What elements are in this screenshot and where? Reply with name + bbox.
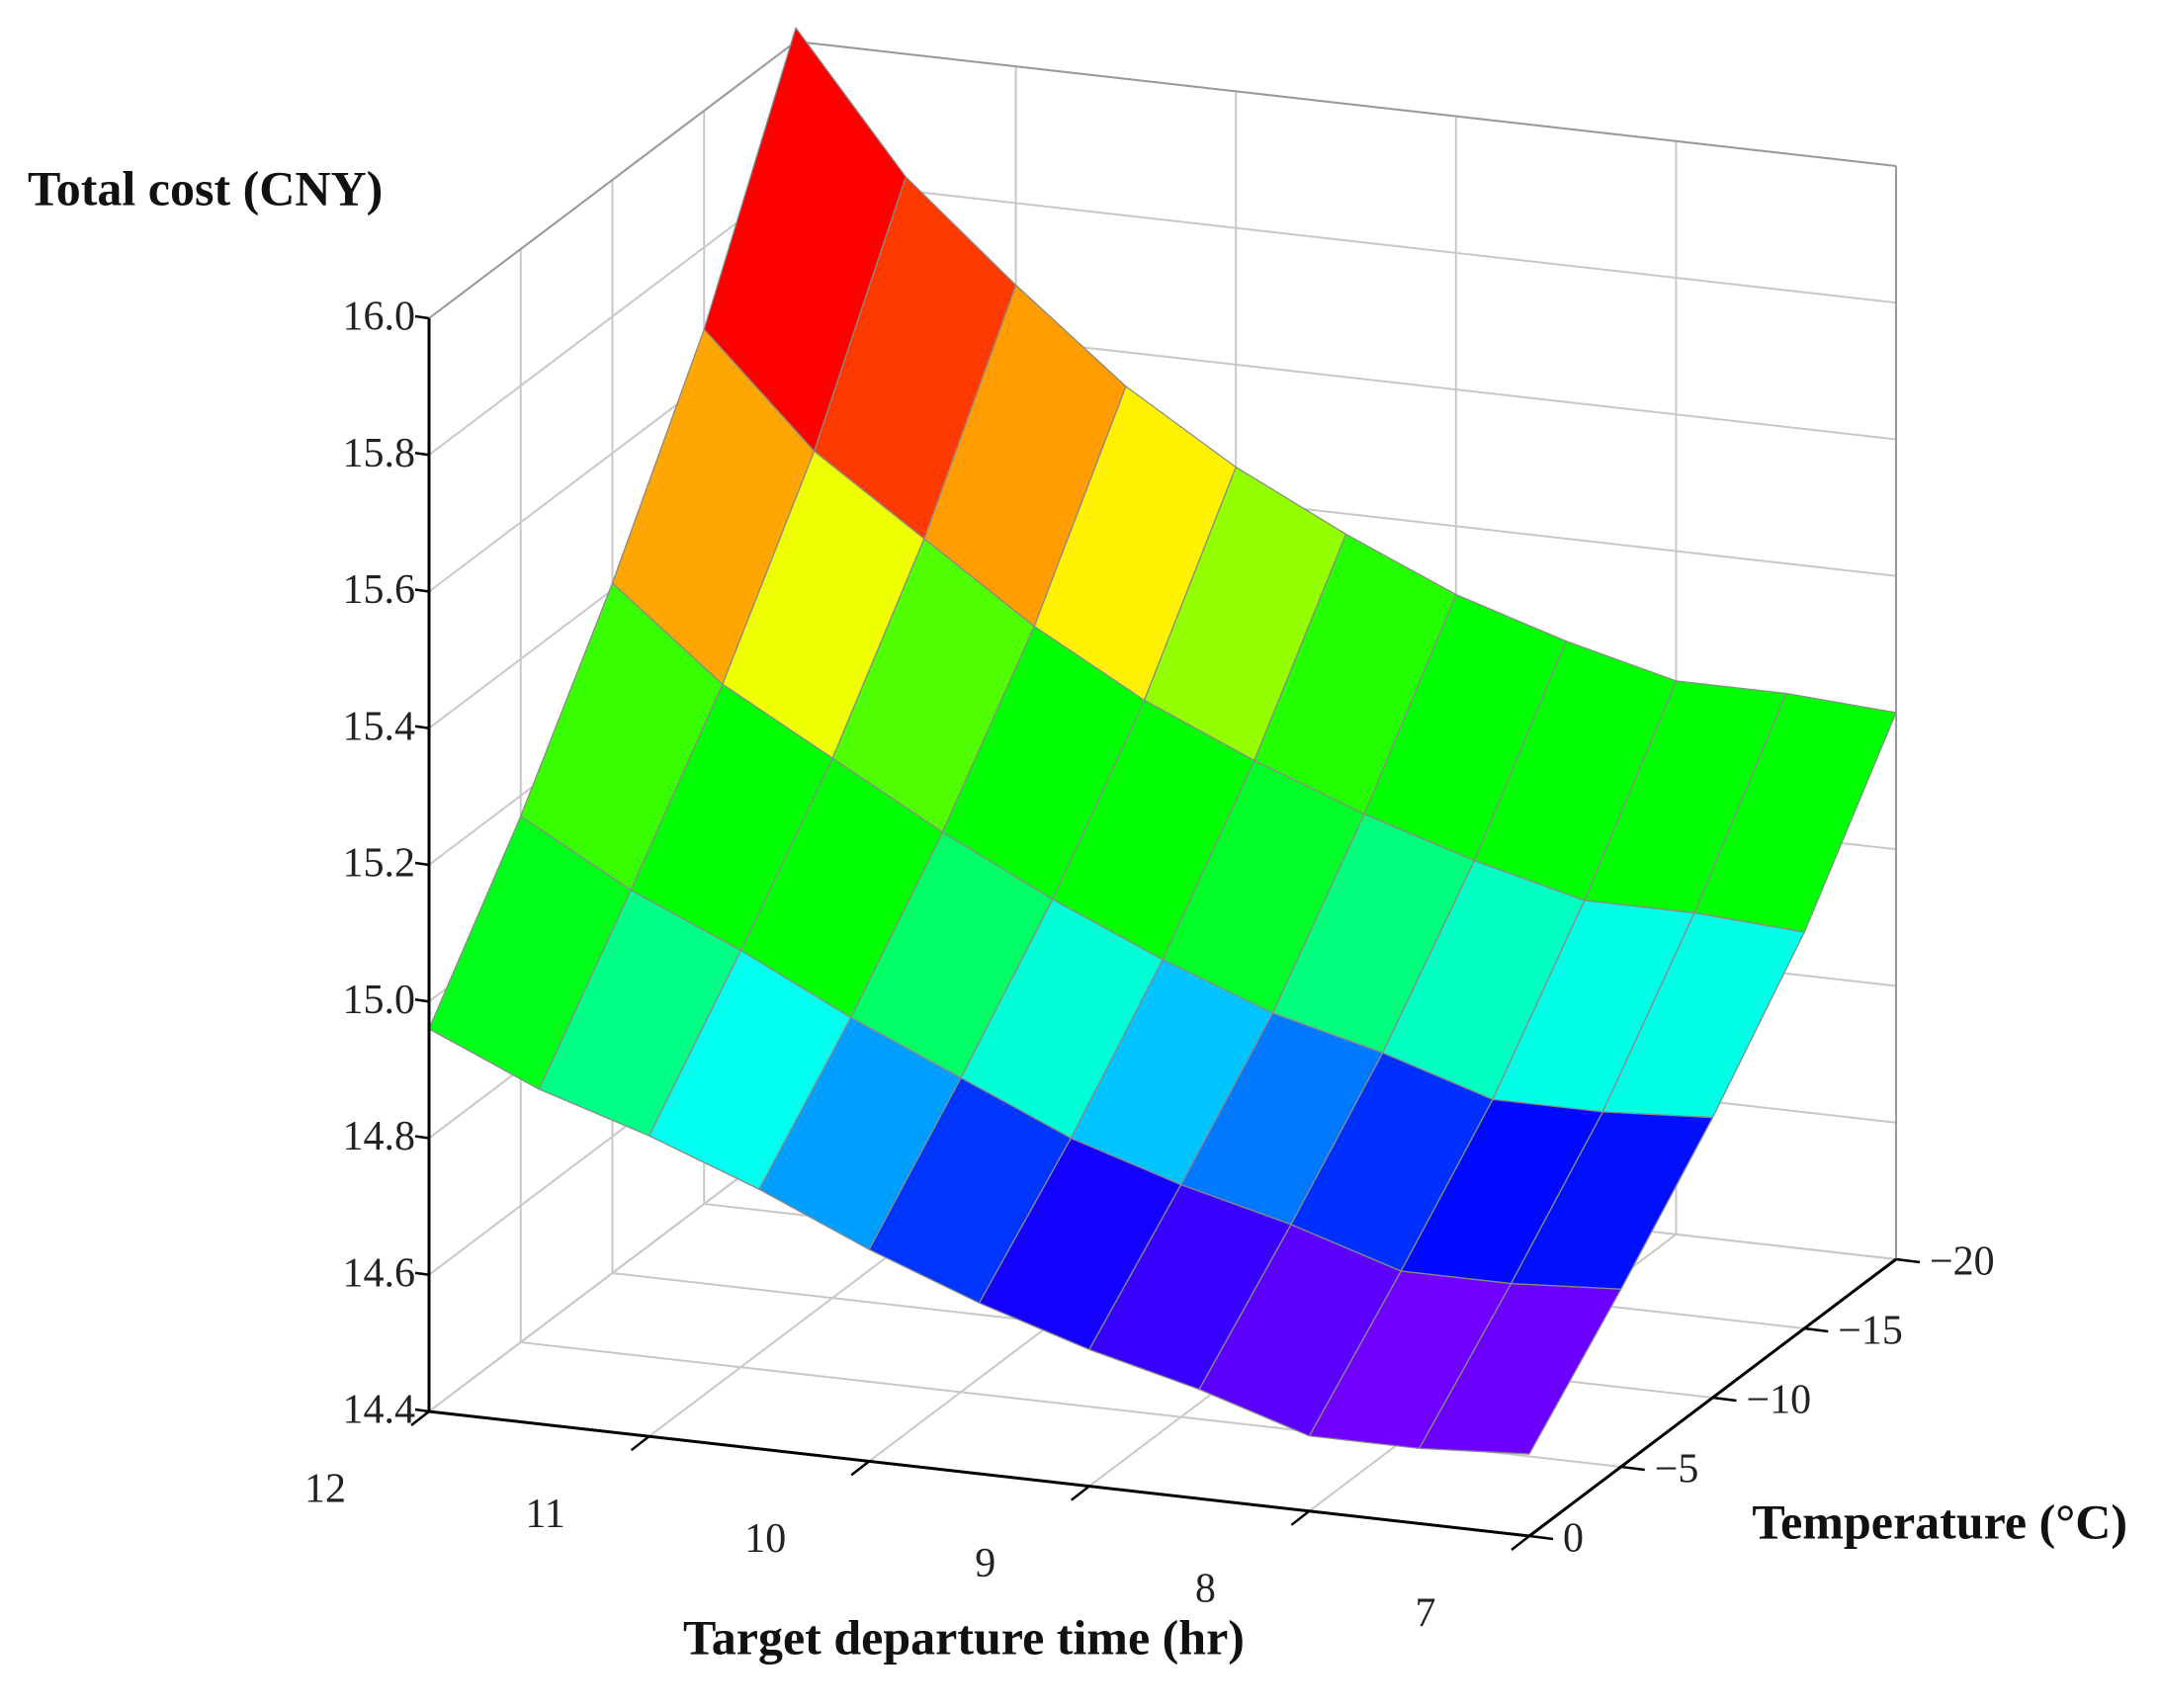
tick-mark	[1712, 1396, 1737, 1403]
z-tick-label: 14.4	[343, 1388, 416, 1433]
tick-mark	[414, 725, 430, 729]
tick-mark	[1290, 1509, 1311, 1526]
tick-mark	[1511, 1535, 1530, 1551]
z-tick-label: 15.8	[343, 431, 416, 476]
x-tick-label: 10	[744, 1516, 786, 1562]
surface-patch	[428, 815, 632, 1090]
z-tick-label: 14.6	[343, 1250, 416, 1296]
z-tick-label: 15.6	[343, 567, 416, 613]
tick-mark	[850, 1460, 870, 1477]
tick-mark	[1804, 1326, 1829, 1333]
tick-mark	[414, 1271, 430, 1276]
tick-mark	[414, 314, 430, 320]
box-edge	[428, 41, 797, 319]
x-tick-label: 12	[304, 1467, 346, 1512]
y-tick-label: −5	[1655, 1447, 1699, 1493]
y-tick-label: −20	[1930, 1239, 1995, 1285]
tick-mark	[1895, 1257, 1921, 1264]
y-tick-label: 0	[1563, 1516, 1584, 1562]
x-axis-title: Target departure time (hr)	[683, 1609, 1245, 1665]
tick-mark	[410, 1410, 430, 1426]
tick-mark	[1620, 1465, 1645, 1472]
x-tick-label: 8	[1195, 1566, 1216, 1611]
tick-mark	[414, 588, 430, 593]
tick-mark	[630, 1435, 650, 1452]
grid-line	[795, 177, 1897, 304]
tick-mark	[414, 452, 430, 457]
z-tick-label: 15.2	[343, 841, 416, 887]
tick-mark	[414, 1408, 430, 1413]
x-tick-label: 9	[975, 1541, 995, 1586]
z-tick-label: 15.0	[343, 978, 416, 1023]
z-axis-title: Total cost (CNY)	[28, 160, 383, 215]
x-tick-label: 7	[1416, 1591, 1436, 1637]
tick-mark	[414, 998, 430, 1003]
z-tick-label: 14.8	[343, 1114, 416, 1159]
tick-mark	[414, 1135, 430, 1140]
tick-mark	[1071, 1485, 1090, 1501]
z-tick-label: 16.0	[343, 295, 416, 340]
box-edge	[795, 41, 1897, 167]
z-tick-label: 15.4	[343, 704, 416, 749]
axis-line	[428, 1409, 1530, 1538]
tick-mark	[414, 861, 430, 867]
y-tick-label: −15	[1838, 1309, 1903, 1354]
y-tick-label: −10	[1747, 1378, 1812, 1423]
tick-mark	[1528, 1534, 1554, 1541]
x-tick-label: 11	[525, 1492, 564, 1537]
y-axis-title: Temperature (°C)	[1752, 1494, 2127, 1549]
